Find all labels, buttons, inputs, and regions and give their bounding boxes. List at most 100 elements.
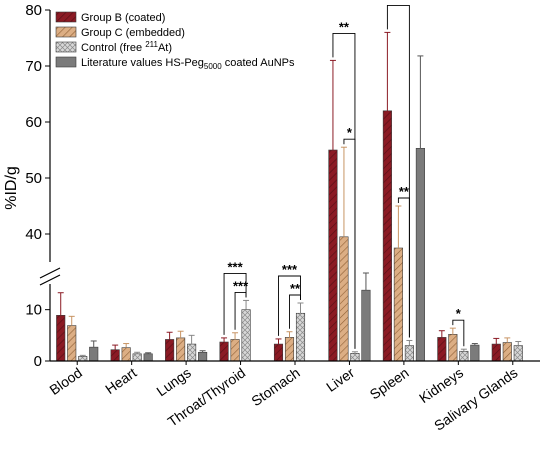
y-tick-60: 60 (25, 114, 50, 131)
x-tick-label-kidneys: Kidneys (416, 364, 466, 406)
legend: Group B (coated) Group C (embedded)Contro… (55, 11, 295, 71)
x-tick-label-stomach: Stomach (248, 364, 302, 409)
bar-literature-values-hs-peg5000-coated-aunps-liver (361, 289, 371, 362)
error-bar-control-free-211at-throat-thyroid (243, 299, 250, 310)
error-bar-control-free-211at-heart (134, 351, 141, 354)
bar-literature-values-hs-peg5000-coated-aunps-blood (89, 346, 99, 362)
bar-control-free-211at-throat-thyroid (241, 309, 251, 362)
error-bar-control-free-211at-lungs (188, 334, 195, 345)
bar-literature-values-hs-peg5000-coated-aunps-spleen (415, 148, 425, 362)
error-bar-group-b-coated-kidneys (438, 330, 445, 338)
significance-label: ** (339, 19, 350, 34)
significance-label: *** (282, 262, 298, 277)
significance-bracket-kidneys-8: * (452, 306, 465, 347)
error-bar-group-b-coated-liver (329, 59, 336, 150)
error-bar-control-free-211at-spleen (406, 339, 413, 346)
y-axis-title: %ID/g (3, 166, 20, 210)
error-bar-group-c-embedded-spleen (395, 205, 402, 248)
bar-group-c-embedded-blood (67, 325, 77, 362)
error-bar-literature-values-hs-peg5000-coated-aunps-liver (362, 272, 369, 291)
y-tick-label: 10 (25, 302, 42, 319)
bar-control-free-211at-heart (132, 353, 142, 362)
bar-group-c-embedded-lungs (176, 337, 186, 362)
error-bar-group-c-embedded-blood (68, 315, 75, 326)
significance-label: *** (227, 259, 243, 274)
error-bar-control-free-211at-stomach (297, 302, 304, 314)
y-tick-label: 0 (34, 353, 42, 370)
x-tick-label-lungs: Lungs (153, 364, 193, 399)
y-tick-label: 60 (25, 114, 42, 131)
bar-group-b-coated-stomach (273, 343, 284, 362)
x-tick-label-liver: Liver (323, 364, 357, 395)
error-bar-group-c-embedded-lungs (177, 330, 184, 338)
error-bar-control-free-211at-liver (351, 351, 358, 354)
legend-swatch (55, 56, 77, 68)
legend-item-group-c-embedded: Group C (embedded) (55, 26, 185, 39)
legend-item-group-b-coated: Group B (coated) (55, 11, 165, 24)
significance-label: *** (233, 278, 249, 293)
error-bar-literature-values-hs-peg5000-coated-aunps-lungs (199, 350, 206, 353)
bar-group-b-coated-heart (110, 349, 120, 362)
bar-group-b-coated-liver (328, 149, 338, 362)
error-bar-control-free-211at-blood (79, 354, 86, 357)
legend-swatch (55, 26, 77, 38)
significance-bracket-throat-thyroid-0: *** (223, 259, 247, 335)
significance-bracket-liver-5: * (343, 125, 356, 349)
error-bar-literature-values-hs-peg5000-coated-aunps-blood (90, 340, 97, 348)
bar-group-b-coated-spleen (382, 110, 392, 362)
error-bar-group-b-coated-blood (57, 292, 64, 316)
bar-group-b-coated-salivary-glands (491, 343, 501, 362)
error-bar-group-c-embedded-heart (123, 343, 130, 348)
bar-control-free-211at-stomach (295, 312, 306, 362)
error-bar-literature-values-hs-peg5000-coated-aunps-kidneys (471, 343, 478, 346)
bar-literature-values-hs-peg5000-coated-aunps-kidneys (470, 344, 480, 362)
bar-group-c-embedded-salivary-glands (502, 342, 512, 362)
bar-literature-values-hs-peg5000-coated-aunps-lungs (198, 351, 208, 362)
legend-swatch (55, 11, 77, 23)
bar-group-b-coated-throat-thyroid (219, 341, 229, 362)
legend-swatch (55, 41, 77, 53)
significance-layer: ******************** (223, 0, 465, 349)
error-bar-group-b-coated-stomach (275, 338, 282, 345)
y-tick-80: 80 (25, 2, 50, 19)
legend-label: Control (free 211At) (81, 40, 172, 54)
axis-break-mark (39, 267, 62, 286)
y-tick-40: 40 (25, 226, 50, 243)
bar-literature-values-hs-peg5000-coated-aunps-heart (143, 353, 153, 362)
bar-group-c-embedded-liver (339, 236, 349, 362)
x-tick-label-heart: Heart (102, 364, 139, 397)
legend-label: Literature values HS-Peg5000 coated AuNP… (81, 57, 295, 71)
error-bar-group-b-coated-spleen (384, 31, 391, 111)
bar-control-free-211at-kidneys (459, 350, 469, 362)
bar-group-c-embedded-kidneys (448, 334, 458, 362)
bar-group-b-coated-blood (56, 315, 66, 362)
bar-group-c-embedded-spleen (393, 247, 403, 362)
y-tick-label: 80 (25, 2, 42, 19)
significance-bracket-spleen-6: *** (386, 0, 410, 338)
y-tick-label: 70 (25, 58, 42, 75)
significance-label: ** (399, 184, 410, 199)
error-bar-group-c-embedded-stomach (286, 331, 293, 338)
y-tick-50: 50 (25, 170, 50, 187)
bar-control-free-211at-spleen (404, 345, 414, 362)
error-bar-group-b-coated-heart (112, 344, 119, 350)
bar-group-c-embedded-stomach (284, 337, 295, 362)
x-tick-label-blood: Blood (46, 364, 85, 398)
error-bars-layer (57, 31, 522, 357)
significance-label: ** (290, 281, 301, 296)
error-bar-literature-values-hs-peg5000-coated-aunps-spleen (417, 55, 424, 149)
y-tick-0: 0 (34, 353, 50, 370)
error-bar-group-c-embedded-liver (340, 146, 347, 237)
error-bar-group-c-embedded-throat-thyroid (232, 332, 239, 340)
bar-group-c-embedded-heart (121, 347, 131, 362)
error-bar-control-free-211at-salivary-glands (515, 340, 522, 346)
error-bar-group-c-embedded-salivary-glands (504, 337, 511, 343)
error-bar-group-b-coated-lungs (166, 331, 173, 340)
y-ticks: 0 10 40 50 60 70 80 (25, 2, 50, 370)
y-tick-label: 40 (25, 226, 42, 243)
bar-control-free-211at-liver (350, 352, 360, 362)
significance-label: * (456, 306, 462, 321)
y-tick-70: 70 (25, 58, 50, 75)
